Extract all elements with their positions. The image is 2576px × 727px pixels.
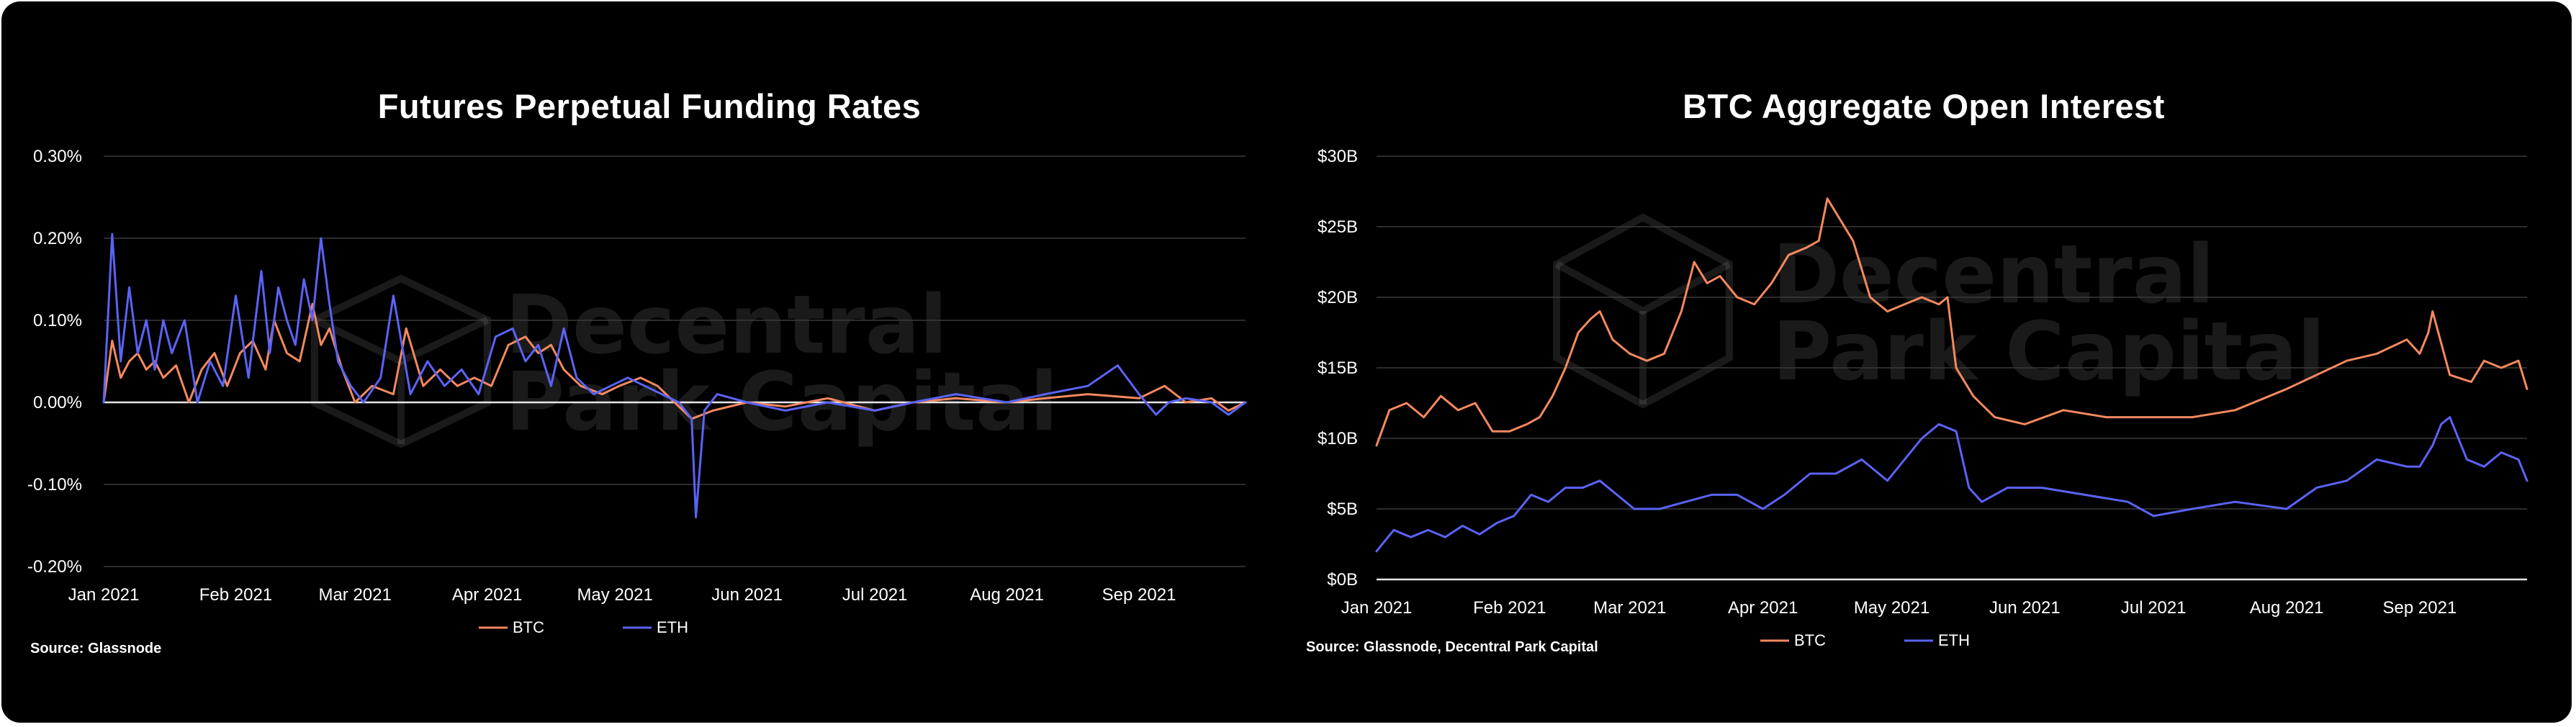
chart-title: BTC Aggregate Open Interest	[1683, 87, 2165, 125]
x-tick-label: Sep 2021	[1102, 585, 1176, 605]
x-tick-label: May 2021	[1854, 598, 1929, 618]
series-line-btc	[1375, 197, 2528, 447]
x-tick-label: Sep 2021	[2383, 598, 2457, 618]
x-tick-label: Jun 2021	[711, 585, 783, 605]
source-note: Source: Glassnode, Decentral Park Capita…	[1306, 639, 1598, 655]
y-tick-label: -0.20%	[27, 557, 82, 577]
x-tick-label: Feb 2021	[1473, 598, 1546, 618]
x-tick-label: Jun 2021	[1989, 598, 2061, 618]
series-line-eth	[102, 232, 1247, 519]
y-axis: $30B $25B $20B $15B $10B $5B $0B	[1318, 147, 2527, 590]
y-tick-label: $5B	[1327, 500, 1358, 519]
x-tick-label: Mar 2021	[1593, 598, 1666, 618]
x-axis: Jan 2021 Feb 2021 Mar 2021 Apr 2021 May 2021…	[1341, 598, 2457, 618]
watermark-line1: Decentral	[1773, 228, 2215, 322]
x-tick-label: Jul 2021	[842, 585, 908, 605]
x-axis: Jan 2021 Feb 2021 Mar 2021 Apr 2021 May 2021…	[68, 585, 1176, 605]
source-note: Source: Glassnode	[30, 641, 162, 656]
x-tick-label: Jan 2021	[1341, 598, 1413, 618]
x-tick-label: Aug 2021	[2250, 598, 2324, 618]
funding-rates-panel: Futures Perpetual Funding Rates Decentra…	[1, 1, 1283, 723]
x-tick-label: May 2021	[577, 585, 652, 605]
x-tick-label: Mar 2021	[318, 585, 391, 605]
y-tick-label: 0.10%	[33, 311, 82, 330]
y-tick-label: $20B	[1318, 288, 1358, 307]
y-tick-label: $25B	[1318, 217, 1358, 237]
y-tick-label: $15B	[1318, 358, 1358, 378]
y-tick-label: $30B	[1318, 147, 1358, 166]
y-tick-label: 0.30%	[33, 147, 82, 166]
legend: BTC ETH	[479, 618, 688, 636]
y-tick-label: 0.00%	[33, 393, 82, 412]
watermark-line1: Decentral	[505, 279, 947, 372]
x-tick-label: Apr 2021	[1728, 598, 1798, 618]
legend-label-btc: BTC	[1794, 631, 1826, 649]
legend-label-btc: BTC	[513, 618, 544, 636]
legend-label-eth: ETH	[1938, 631, 1970, 649]
open-interest-panel: BTC Aggregate Open Interest Decentral Par…	[1283, 1, 2572, 723]
y-tick-label: $0B	[1327, 570, 1358, 590]
series-line-eth	[1375, 416, 2528, 553]
y-tick-label: 0.20%	[33, 229, 82, 248]
x-tick-label: Apr 2021	[452, 585, 522, 605]
y-tick-label: -0.10%	[27, 475, 82, 495]
chart-title: Futures Perpetual Funding Rates	[377, 87, 922, 125]
x-tick-label: Aug 2021	[970, 585, 1044, 605]
y-tick-label: $10B	[1318, 429, 1358, 448]
legend: BTC ETH	[1760, 631, 1970, 649]
watermark-cube-icon	[1553, 213, 1733, 409]
x-tick-label: Feb 2021	[199, 585, 272, 605]
x-tick-label: Jul 2021	[2121, 598, 2187, 618]
watermark-line2: Park Capital	[1773, 305, 2325, 399]
watermark-cube-edge	[312, 316, 490, 366]
watermark-cube-edge	[1554, 261, 1731, 315]
x-tick-label: Jan 2021	[68, 585, 140, 605]
legend-label-eth: ETH	[657, 618, 688, 636]
